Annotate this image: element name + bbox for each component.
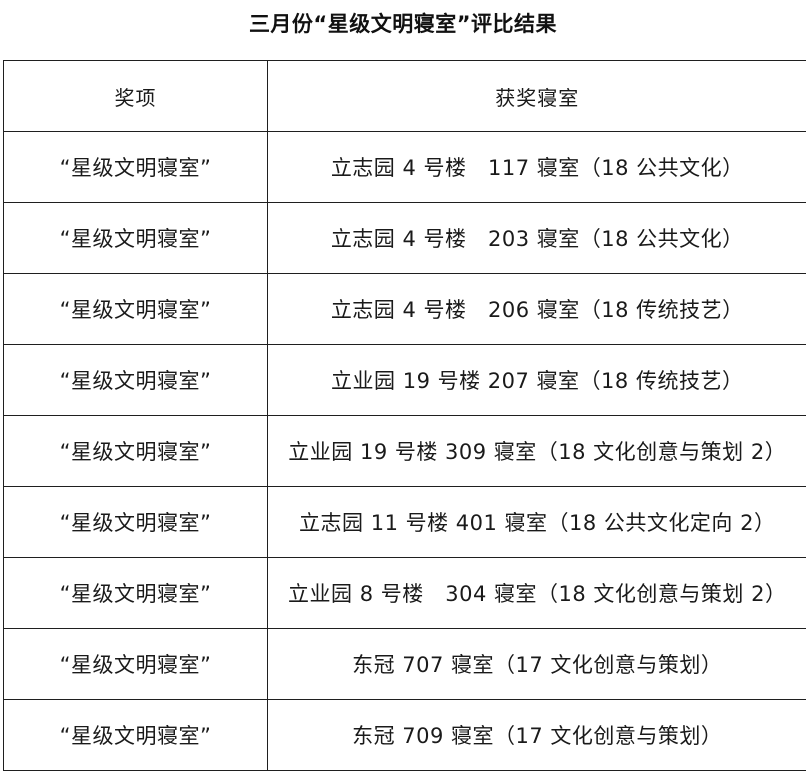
cell-dorm: 立志园 4 号楼 203 寝室（18 公共文化） [268,203,806,274]
column-header-award: 奖项 [4,61,268,132]
cell-award: “星级文明寝室” [4,700,268,771]
cell-award: “星级文明寝室” [4,345,268,416]
page-title: 三月份“星级文明寝室”评比结果 [0,10,806,38]
table-row: “星级文明寝室” 立志园 11 号楼 401 寝室（18 公共文化定向 2） [4,487,806,558]
star-dorm-results-table: 奖项 获奖寝室 “星级文明寝室” 立志园 4 号楼 117 寝室（18 公共文化… [3,60,806,771]
cell-award: “星级文明寝室” [4,487,268,558]
cell-dorm: 立志园 4 号楼 117 寝室（18 公共文化） [268,132,806,203]
cell-dorm: 东冠 709 寝室（17 文化创意与策划） [268,700,806,771]
cell-award: “星级文明寝室” [4,132,268,203]
cell-dorm: 立业园 19 号楼 207 寝室（18 传统技艺） [268,345,806,416]
table-row: “星级文明寝室” 立业园 19 号楼 207 寝室（18 传统技艺） [4,345,806,416]
table-row: “星级文明寝室” 东冠 709 寝室（17 文化创意与策划） [4,700,806,771]
table-header-row: 奖项 获奖寝室 [4,61,806,132]
column-header-dorm: 获奖寝室 [268,61,806,132]
cell-award: “星级文明寝室” [4,629,268,700]
cell-dorm: 立业园 19 号楼 309 寝室（18 文化创意与策划 2） [268,416,806,487]
document-page: 三月份“星级文明寝室”评比结果 奖项 获奖寝室 “星级文明寝室” 立志园 4 号… [0,0,806,749]
cell-dorm: 立志园 11 号楼 401 寝室（18 公共文化定向 2） [268,487,806,558]
table-body: “星级文明寝室” 立志园 4 号楼 117 寝室（18 公共文化） “星级文明寝… [4,132,806,771]
table-row: “星级文明寝室” 立志园 4 号楼 117 寝室（18 公共文化） [4,132,806,203]
cell-award: “星级文明寝室” [4,274,268,345]
cell-award: “星级文明寝室” [4,558,268,629]
cell-award: “星级文明寝室” [4,416,268,487]
table-row: “星级文明寝室” 立业园 8 号楼 304 寝室（18 文化创意与策划 2） [4,558,806,629]
cell-dorm: 东冠 707 寝室（17 文化创意与策划） [268,629,806,700]
table-row: “星级文明寝室” 东冠 707 寝室（17 文化创意与策划） [4,629,806,700]
cell-award: “星级文明寝室” [4,203,268,274]
table-row: “星级文明寝室” 立业园 19 号楼 309 寝室（18 文化创意与策划 2） [4,416,806,487]
table-row: “星级文明寝室” 立志园 4 号楼 203 寝室（18 公共文化） [4,203,806,274]
cell-dorm: 立业园 8 号楼 304 寝室（18 文化创意与策划 2） [268,558,806,629]
table-header: 奖项 获奖寝室 [4,61,806,132]
cell-dorm: 立志园 4 号楼 206 寝室（18 传统技艺） [268,274,806,345]
table-row: “星级文明寝室” 立志园 4 号楼 206 寝室（18 传统技艺） [4,274,806,345]
